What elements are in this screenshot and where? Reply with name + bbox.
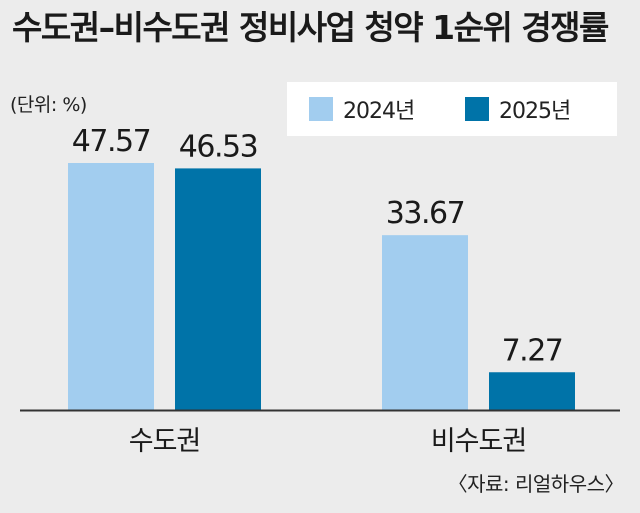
legend-label-2024: 2024년 xyxy=(343,99,415,124)
bar-2024-cat0 xyxy=(68,163,154,410)
legend-item-2025: 2025년 xyxy=(465,82,571,136)
legend-swatch-2024 xyxy=(309,97,333,121)
chart-title: 수도권–비수도권 정비사업 청약 1순위 경쟁률 xyxy=(12,8,609,47)
unit-label: (단위: %) xyxy=(10,94,87,116)
data-label-2025-cat1: 7.27 xyxy=(502,333,563,368)
category-label-0: 수도권 xyxy=(129,426,201,457)
legend-swatch-2025 xyxy=(465,97,489,121)
data-label-2024-cat1: 33.67 xyxy=(386,196,464,231)
bar-2025-cat1 xyxy=(489,372,575,410)
legend-item-2024: 2024년 xyxy=(309,82,415,136)
bar-2025-cat0 xyxy=(175,168,261,410)
data-label-2024-cat0: 47.57 xyxy=(72,124,150,159)
source-note: 〈자료: 리얼하우스〉 xyxy=(447,472,625,496)
data-label-2025-cat0: 46.53 xyxy=(179,129,257,164)
legend-label-2025: 2025년 xyxy=(499,99,571,124)
category-label-1: 비수도권 xyxy=(431,426,526,457)
legend: 2024년 2025년 xyxy=(287,82,617,136)
bar-2024-cat1 xyxy=(382,235,468,410)
